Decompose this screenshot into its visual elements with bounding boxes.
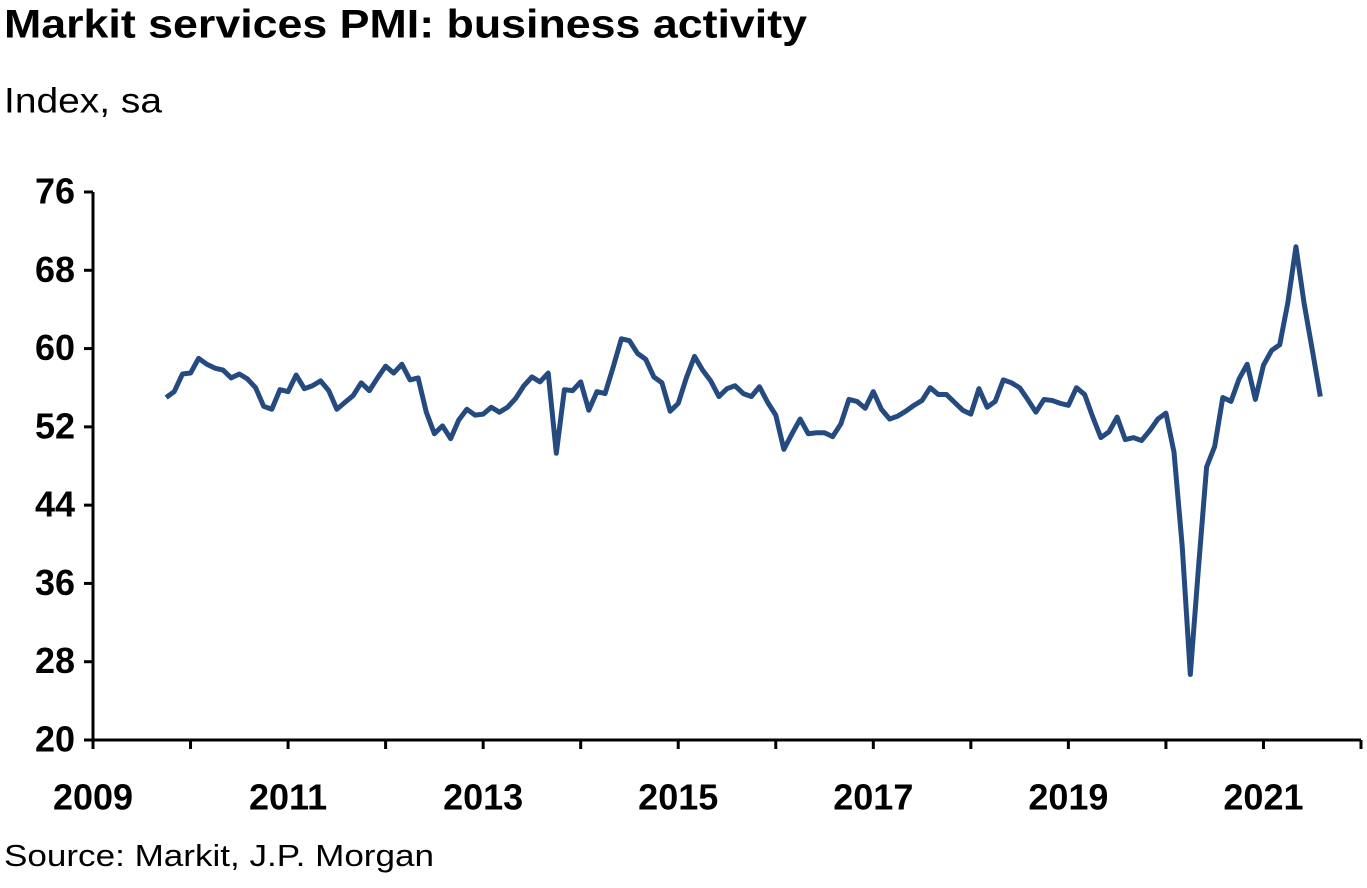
y-tick-label: 36 (35, 562, 75, 603)
y-tick-label: 60 (35, 327, 75, 368)
x-tick-label: 2009 (53, 777, 133, 818)
chart-title: Markit services PMI: business activity (4, 3, 808, 47)
y-tick-label: 28 (35, 640, 75, 681)
x-tick-label: 2017 (833, 777, 913, 818)
y-tick-label: 52 (35, 405, 75, 446)
source-note: Source: Markit, J.P. Morgan (4, 838, 434, 873)
y-tick-label: 44 (35, 484, 75, 525)
chart-subtitle: Index, sa (4, 81, 163, 120)
data-line (164, 244, 1323, 677)
x-tick-label: 2019 (1028, 777, 1108, 818)
x-tick-label: 2011 (249, 777, 327, 818)
x-tick-label: 2013 (443, 777, 523, 818)
y-tick-label: 68 (35, 249, 75, 290)
y-tick-label: 76 (35, 171, 75, 212)
y-tick-label: 20 (35, 719, 75, 760)
x-tick-label: 2021 (1223, 777, 1303, 818)
x-tick-label: 2015 (638, 777, 718, 818)
